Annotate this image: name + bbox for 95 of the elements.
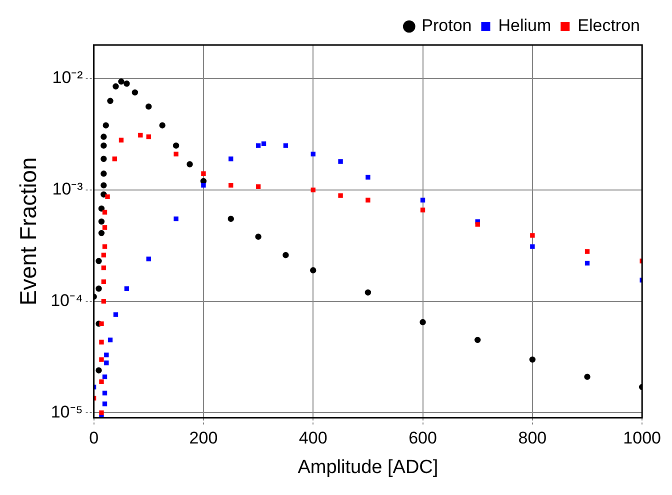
point [104, 352, 109, 358]
point [283, 143, 288, 148]
point [108, 338, 113, 342]
y-tick-label: 10⁻⁵ [50, 402, 83, 422]
point [98, 230, 105, 236]
point [96, 367, 102, 374]
point [96, 258, 102, 264]
point [228, 216, 234, 222]
point [102, 122, 109, 128]
point [366, 198, 370, 202]
point [584, 249, 590, 254]
point [530, 244, 535, 249]
point [113, 312, 118, 317]
x-tick-label: 600 [408, 428, 437, 448]
point [420, 319, 426, 326]
point [124, 286, 130, 291]
point [112, 83, 119, 90]
point [102, 210, 108, 215]
point [366, 174, 370, 180]
point [99, 379, 104, 384]
point [255, 234, 262, 240]
point [102, 244, 108, 249]
point [99, 410, 104, 416]
legend-label: Electron [578, 16, 640, 36]
point [96, 286, 102, 292]
x-axis-title: Amplitude [ADC] [298, 456, 438, 478]
point [101, 265, 106, 270]
point [420, 208, 426, 212]
point [101, 298, 106, 304]
point [107, 98, 114, 104]
point [261, 141, 266, 146]
point [256, 184, 261, 189]
point [102, 374, 108, 380]
point [118, 78, 124, 85]
point [146, 134, 151, 140]
point [530, 233, 535, 238]
legend-label: Helium [498, 16, 552, 36]
point [338, 159, 343, 164]
point [100, 170, 107, 177]
point [228, 156, 234, 162]
point [101, 252, 106, 258]
point [584, 260, 590, 266]
point [364, 289, 372, 296]
point [310, 152, 316, 156]
point [228, 182, 234, 188]
x-tick-label: 400 [298, 428, 328, 448]
point [98, 205, 105, 212]
y-tick-label: 10⁻³ [52, 180, 84, 199]
y-tick-label: 10⁻⁴ [50, 291, 83, 310]
point [338, 193, 343, 198]
point [146, 256, 151, 262]
point [172, 142, 180, 149]
y-tick-label: 10⁻² [52, 68, 84, 88]
point [474, 336, 481, 344]
point [124, 80, 130, 87]
point [99, 357, 104, 362]
point [100, 134, 107, 140]
point [529, 356, 536, 363]
point [146, 103, 152, 110]
point [101, 279, 106, 284]
point [138, 132, 143, 138]
point [118, 138, 124, 142]
point [159, 122, 166, 128]
x-tick-label: 0 [89, 428, 99, 448]
point [475, 222, 480, 227]
point [100, 156, 107, 162]
point [99, 340, 104, 344]
point [420, 198, 426, 202]
point [100, 191, 107, 198]
legend-label: Proton [422, 16, 472, 36]
point [102, 225, 108, 230]
point [310, 188, 316, 192]
point [99, 321, 104, 326]
point [100, 182, 107, 188]
point [104, 360, 109, 366]
point [186, 161, 193, 168]
point [112, 156, 117, 162]
point [105, 194, 110, 199]
point [98, 218, 105, 225]
point [584, 374, 590, 380]
point [100, 142, 107, 149]
point [201, 171, 206, 176]
point [102, 402, 108, 406]
point [174, 152, 178, 156]
point [174, 216, 178, 222]
point [201, 182, 206, 188]
x-tick-label: 800 [518, 428, 547, 448]
x-tick-label: 200 [189, 428, 218, 448]
y-axis-title: Event Fraction [15, 157, 42, 306]
point [132, 89, 138, 96]
point [282, 252, 289, 258]
point [256, 143, 261, 148]
point [102, 390, 108, 396]
x-tick-label: 1000 [623, 428, 662, 448]
point [310, 267, 316, 274]
